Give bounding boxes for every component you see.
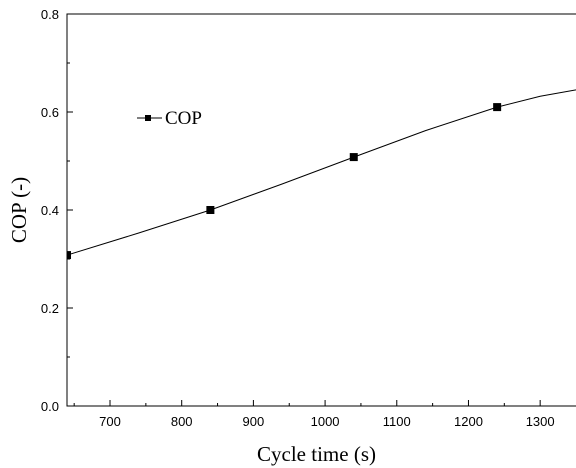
x-tick-label: 1000 bbox=[311, 414, 340, 429]
y-tick-label: 0.0 bbox=[41, 399, 59, 414]
series-line-cop bbox=[67, 89, 576, 256]
x-tick-label: 1300 bbox=[526, 414, 555, 429]
x-axis-title: Cycle time (s) bbox=[257, 442, 376, 466]
x-tick-label: 800 bbox=[171, 414, 193, 429]
plot-content bbox=[67, 89, 576, 260]
legend-label: COP bbox=[165, 108, 202, 129]
data-point-square bbox=[67, 251, 71, 260]
y-tick-label: 0.8 bbox=[41, 7, 59, 22]
legend-square-marker bbox=[145, 115, 151, 121]
x-tick-label: 1200 bbox=[454, 414, 483, 429]
y-tick-label: 0.2 bbox=[41, 301, 59, 316]
x-axis: 700 800 900 1000 1100 1200 1300 bbox=[73, 400, 555, 429]
y-axis-title: COP (-) bbox=[7, 177, 31, 243]
legend: COP bbox=[137, 108, 202, 129]
x-tick-label: 1100 bbox=[383, 414, 411, 429]
plot-frame bbox=[66, 13, 576, 407]
y-tick-label: 0.6 bbox=[41, 105, 59, 120]
data-point-square bbox=[349, 153, 358, 162]
data-point-square bbox=[206, 206, 215, 214]
y-tick-label: 0.4 bbox=[41, 203, 59, 218]
y-axis: 0.0 0.2 0.4 0.6 0.8 bbox=[41, 7, 73, 414]
x-tick-label: 900 bbox=[243, 414, 265, 429]
data-point-square bbox=[493, 103, 502, 112]
x-tick-label: 700 bbox=[99, 414, 121, 429]
